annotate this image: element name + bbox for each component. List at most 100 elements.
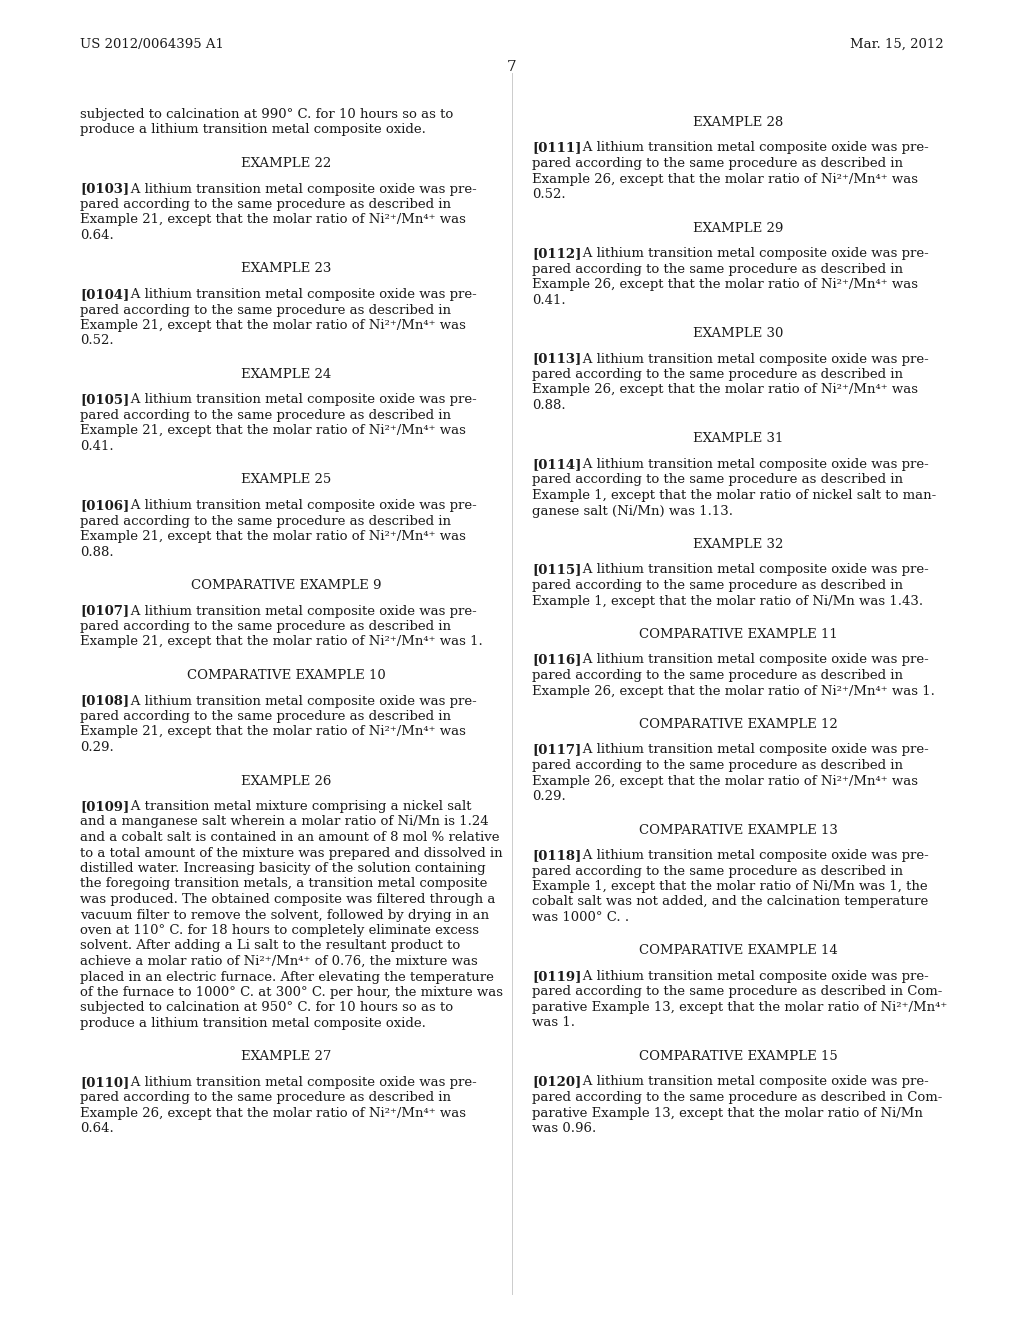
Text: EXAMPLE 22: EXAMPLE 22 — [241, 157, 331, 170]
Text: produce a lithium transition metal composite oxide.: produce a lithium transition metal compo… — [80, 1016, 426, 1030]
Text: distilled water. Increasing basicity of the solution containing: distilled water. Increasing basicity of … — [80, 862, 485, 875]
Text: [0115]: [0115] — [532, 564, 582, 577]
Text: A transition metal mixture comprising a nickel salt: A transition metal mixture comprising a … — [118, 800, 471, 813]
Text: EXAMPLE 26: EXAMPLE 26 — [241, 775, 331, 788]
Text: [0111]: [0111] — [532, 141, 582, 154]
Text: A lithium transition metal composite oxide was pre-: A lithium transition metal composite oxi… — [118, 499, 477, 512]
Text: ganese salt (Ni/Mn) was 1.13.: ganese salt (Ni/Mn) was 1.13. — [532, 504, 733, 517]
Text: EXAMPLE 30: EXAMPLE 30 — [693, 327, 783, 341]
Text: A lithium transition metal composite oxide was pre-: A lithium transition metal composite oxi… — [118, 393, 477, 407]
Text: COMPARATIVE EXAMPLE 11: COMPARATIVE EXAMPLE 11 — [639, 628, 838, 642]
Text: 0.52.: 0.52. — [532, 187, 565, 201]
Text: Example 21, except that the molar ratio of Ni²⁺/Mn⁴⁺ was: Example 21, except that the molar ratio … — [80, 214, 466, 227]
Text: Example 21, except that the molar ratio of Ni²⁺/Mn⁴⁺ was: Example 21, except that the molar ratio … — [80, 319, 466, 333]
Text: subjected to calcination at 950° C. for 10 hours so as to: subjected to calcination at 950° C. for … — [80, 1002, 454, 1015]
Text: was 1000° C. .: was 1000° C. . — [532, 911, 629, 924]
Text: [0106]: [0106] — [80, 499, 129, 512]
Text: Example 26, except that the molar ratio of Ni²⁺/Mn⁴⁺ was: Example 26, except that the molar ratio … — [532, 173, 918, 186]
Text: placed in an electric furnace. After elevating the temperature: placed in an electric furnace. After ele… — [80, 970, 494, 983]
Text: [0117]: [0117] — [532, 743, 582, 756]
Text: 0.29.: 0.29. — [532, 789, 565, 803]
Text: pared according to the same procedure as described in: pared according to the same procedure as… — [532, 669, 903, 682]
Text: [0110]: [0110] — [80, 1076, 129, 1089]
Text: pared according to the same procedure as described in Com-: pared according to the same procedure as… — [532, 1092, 942, 1104]
Text: was 0.96.: was 0.96. — [532, 1122, 596, 1135]
Text: [0108]: [0108] — [80, 694, 129, 708]
Text: Example 1, except that the molar ratio of Ni/Mn was 1, the: Example 1, except that the molar ratio o… — [532, 880, 928, 894]
Text: pared according to the same procedure as described in: pared according to the same procedure as… — [532, 263, 903, 276]
Text: the foregoing transition metals, a transition metal composite: the foregoing transition metals, a trans… — [80, 878, 487, 891]
Text: pared according to the same procedure as described in: pared according to the same procedure as… — [80, 710, 451, 723]
Text: and a manganese salt wherein a molar ratio of Ni/Mn is 1.24: and a manganese salt wherein a molar rat… — [80, 816, 488, 829]
Text: Example 21, except that the molar ratio of Ni²⁺/Mn⁴⁺ was: Example 21, except that the molar ratio … — [80, 425, 466, 437]
Text: COMPARATIVE EXAMPLE 10: COMPARATIVE EXAMPLE 10 — [186, 669, 385, 682]
Text: [0103]: [0103] — [80, 182, 129, 195]
Text: [0113]: [0113] — [532, 352, 582, 366]
Text: produce a lithium transition metal composite oxide.: produce a lithium transition metal compo… — [80, 124, 426, 136]
Text: [0107]: [0107] — [80, 605, 129, 618]
Text: 0.88.: 0.88. — [532, 399, 565, 412]
Text: 0.41.: 0.41. — [532, 293, 565, 306]
Text: pared according to the same procedure as described in: pared according to the same procedure as… — [80, 198, 451, 211]
Text: EXAMPLE 25: EXAMPLE 25 — [241, 474, 331, 487]
Text: EXAMPLE 23: EXAMPLE 23 — [241, 263, 331, 276]
Text: A lithium transition metal composite oxide was pre-: A lithium transition metal composite oxi… — [570, 849, 929, 862]
Text: [0119]: [0119] — [532, 970, 582, 983]
Text: Example 26, except that the molar ratio of Ni²⁺/Mn⁴⁺ was: Example 26, except that the molar ratio … — [532, 775, 918, 788]
Text: EXAMPLE 24: EXAMPLE 24 — [241, 368, 331, 381]
Text: pared according to the same procedure as described in: pared according to the same procedure as… — [532, 759, 903, 772]
Text: parative Example 13, except that the molar ratio of Ni²⁺/Mn⁴⁺: parative Example 13, except that the mol… — [532, 1001, 947, 1014]
Text: [0114]: [0114] — [532, 458, 582, 471]
Text: subjected to calcination at 990° C. for 10 hours so as to: subjected to calcination at 990° C. for … — [80, 108, 454, 121]
Text: [0109]: [0109] — [80, 800, 129, 813]
Text: A lithium transition metal composite oxide was pre-: A lithium transition metal composite oxi… — [570, 1076, 929, 1089]
Text: pared according to the same procedure as described in: pared according to the same procedure as… — [532, 865, 903, 878]
Text: [0104]: [0104] — [80, 288, 129, 301]
Text: A lithium transition metal composite oxide was pre-: A lithium transition metal composite oxi… — [570, 564, 929, 577]
Text: A lithium transition metal composite oxide was pre-: A lithium transition metal composite oxi… — [118, 694, 477, 708]
Text: A lithium transition metal composite oxide was pre-: A lithium transition metal composite oxi… — [570, 247, 929, 260]
Text: pared according to the same procedure as described in: pared according to the same procedure as… — [532, 157, 903, 170]
Text: EXAMPLE 32: EXAMPLE 32 — [693, 539, 783, 550]
Text: 0.64.: 0.64. — [80, 1122, 114, 1135]
Text: 7: 7 — [507, 59, 517, 74]
Text: pared according to the same procedure as described in: pared according to the same procedure as… — [80, 304, 451, 317]
Text: pared according to the same procedure as described in: pared according to the same procedure as… — [80, 1092, 451, 1105]
Text: Example 1, except that the molar ratio of Ni/Mn was 1.43.: Example 1, except that the molar ratio o… — [532, 594, 923, 607]
Text: EXAMPLE 29: EXAMPLE 29 — [693, 222, 783, 235]
Text: Mar. 15, 2012: Mar. 15, 2012 — [850, 38, 944, 51]
Text: A lithium transition metal composite oxide was pre-: A lithium transition metal composite oxi… — [118, 288, 477, 301]
Text: [0116]: [0116] — [532, 653, 582, 667]
Text: [0112]: [0112] — [532, 247, 582, 260]
Text: COMPARATIVE EXAMPLE 15: COMPARATIVE EXAMPLE 15 — [639, 1049, 838, 1063]
Text: and a cobalt salt is contained in an amount of 8 mol % relative: and a cobalt salt is contained in an amo… — [80, 832, 500, 843]
Text: A lithium transition metal composite oxide was pre-: A lithium transition metal composite oxi… — [118, 1076, 477, 1089]
Text: EXAMPLE 28: EXAMPLE 28 — [693, 116, 783, 129]
Text: pared according to the same procedure as described in: pared according to the same procedure as… — [532, 579, 903, 591]
Text: [0105]: [0105] — [80, 393, 129, 407]
Text: Example 21, except that the molar ratio of Ni²⁺/Mn⁴⁺ was: Example 21, except that the molar ratio … — [80, 726, 466, 738]
Text: COMPARATIVE EXAMPLE 13: COMPARATIVE EXAMPLE 13 — [639, 824, 838, 837]
Text: pared according to the same procedure as described in Com-: pared according to the same procedure as… — [532, 986, 942, 998]
Text: A lithium transition metal composite oxide was pre-: A lithium transition metal composite oxi… — [570, 458, 929, 471]
Text: A lithium transition metal composite oxide was pre-: A lithium transition metal composite oxi… — [570, 653, 929, 667]
Text: COMPARATIVE EXAMPLE 9: COMPARATIVE EXAMPLE 9 — [190, 579, 381, 591]
Text: pared according to the same procedure as described in: pared according to the same procedure as… — [80, 620, 451, 634]
Text: [0118]: [0118] — [532, 849, 582, 862]
Text: 0.64.: 0.64. — [80, 228, 114, 242]
Text: Example 21, except that the molar ratio of Ni²⁺/Mn⁴⁺ was: Example 21, except that the molar ratio … — [80, 531, 466, 543]
Text: A lithium transition metal composite oxide was pre-: A lithium transition metal composite oxi… — [570, 743, 929, 756]
Text: EXAMPLE 27: EXAMPLE 27 — [241, 1051, 331, 1064]
Text: 0.29.: 0.29. — [80, 741, 114, 754]
Text: 0.88.: 0.88. — [80, 545, 114, 558]
Text: A lithium transition metal composite oxide was pre-: A lithium transition metal composite oxi… — [570, 352, 929, 366]
Text: US 2012/0064395 A1: US 2012/0064395 A1 — [80, 38, 224, 51]
Text: Example 26, except that the molar ratio of Ni²⁺/Mn⁴⁺ was: Example 26, except that the molar ratio … — [532, 384, 918, 396]
Text: to a total amount of the mixture was prepared and dissolved in: to a total amount of the mixture was pre… — [80, 846, 503, 859]
Text: was 1.: was 1. — [532, 1016, 575, 1030]
Text: 0.52.: 0.52. — [80, 334, 114, 347]
Text: pared according to the same procedure as described in: pared according to the same procedure as… — [532, 368, 903, 381]
Text: of the furnace to 1000° C. at 300° C. per hour, the mixture was: of the furnace to 1000° C. at 300° C. pe… — [80, 986, 503, 999]
Text: pared according to the same procedure as described in: pared according to the same procedure as… — [80, 515, 451, 528]
Text: EXAMPLE 31: EXAMPLE 31 — [693, 433, 783, 446]
